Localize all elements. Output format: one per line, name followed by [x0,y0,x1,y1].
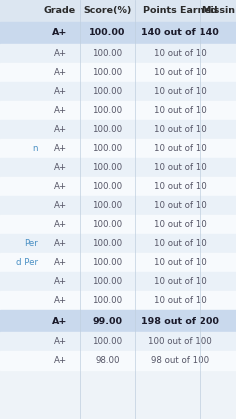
Text: 10 out of 10: 10 out of 10 [154,163,206,172]
Bar [0,82,236,101]
Text: 100.00: 100.00 [93,239,122,248]
Text: 10 out of 10: 10 out of 10 [154,277,206,286]
Text: 100.00: 100.00 [93,201,122,210]
Text: 10 out of 10: 10 out of 10 [154,68,206,77]
Bar [0,63,236,82]
Bar [0,351,236,370]
Bar [0,272,236,291]
Text: 100.00: 100.00 [93,182,122,191]
Text: A+: A+ [53,163,67,172]
Text: A+: A+ [53,49,67,58]
Text: 100.00: 100.00 [93,163,122,172]
Bar [0,120,236,139]
Text: A+: A+ [53,356,67,365]
Text: 10 out of 10: 10 out of 10 [154,296,206,305]
Bar [0,234,236,253]
Text: 100.00: 100.00 [93,87,122,96]
Text: A+: A+ [53,258,67,267]
Bar [0,44,236,63]
Text: A+: A+ [53,182,67,191]
Text: n: n [33,144,38,153]
Text: A+: A+ [53,296,67,305]
Text: d Per: d Per [16,258,38,267]
Text: 10 out of 10: 10 out of 10 [154,106,206,115]
Text: 10 out of 10: 10 out of 10 [154,220,206,229]
Text: 10 out of 10: 10 out of 10 [154,201,206,210]
Text: 98.00: 98.00 [95,356,120,365]
Text: 10 out of 10: 10 out of 10 [154,125,206,134]
Bar [0,0,236,22]
Text: 100.00: 100.00 [93,258,122,267]
Bar [0,215,236,234]
Text: 100.00: 100.00 [93,144,122,153]
Text: 100.00: 100.00 [93,277,122,286]
Text: 140 out of 140: 140 out of 140 [141,28,219,37]
Text: 100.00: 100.00 [93,296,122,305]
Text: 100.00: 100.00 [93,337,122,346]
Bar [0,253,236,272]
Text: A+: A+ [53,87,67,96]
Text: A+: A+ [52,28,68,37]
Text: 10 out of 10: 10 out of 10 [154,49,206,58]
Bar [0,22,236,44]
Text: 99.00: 99.00 [93,316,122,326]
Text: Missin: Missin [201,7,235,16]
Text: Per: Per [24,239,38,248]
Text: 10 out of 10: 10 out of 10 [154,239,206,248]
Text: 100.00: 100.00 [93,220,122,229]
Text: 10 out of 10: 10 out of 10 [154,144,206,153]
Text: A+: A+ [53,277,67,286]
Text: 100 out of 100: 100 out of 100 [148,337,212,346]
Text: A+: A+ [53,201,67,210]
Text: 100.00: 100.00 [93,106,122,115]
Text: 10 out of 10: 10 out of 10 [154,87,206,96]
Bar [0,310,236,332]
Bar [0,158,236,177]
Text: 10 out of 10: 10 out of 10 [154,258,206,267]
Text: A+: A+ [53,106,67,115]
Bar [0,139,236,158]
Bar [0,101,236,120]
Text: 98 out of 100: 98 out of 100 [151,356,209,365]
Text: 198 out of 200: 198 out of 200 [141,316,219,326]
Bar [0,196,236,215]
Text: A+: A+ [53,220,67,229]
Text: A+: A+ [53,125,67,134]
Bar [0,177,236,196]
Text: 100.00: 100.00 [93,125,122,134]
Text: 100.00: 100.00 [93,68,122,77]
Bar [0,332,236,351]
Text: Score(%): Score(%) [83,7,132,16]
Text: 10 out of 10: 10 out of 10 [154,182,206,191]
Text: A+: A+ [53,239,67,248]
Text: A+: A+ [53,337,67,346]
Text: 100.00: 100.00 [89,28,126,37]
Text: Grade: Grade [44,7,76,16]
Text: A+: A+ [53,144,67,153]
Text: A+: A+ [52,316,68,326]
Bar [0,291,236,310]
Text: Points Earned: Points Earned [143,7,217,16]
Text: A+: A+ [53,68,67,77]
Text: 100.00: 100.00 [93,49,122,58]
